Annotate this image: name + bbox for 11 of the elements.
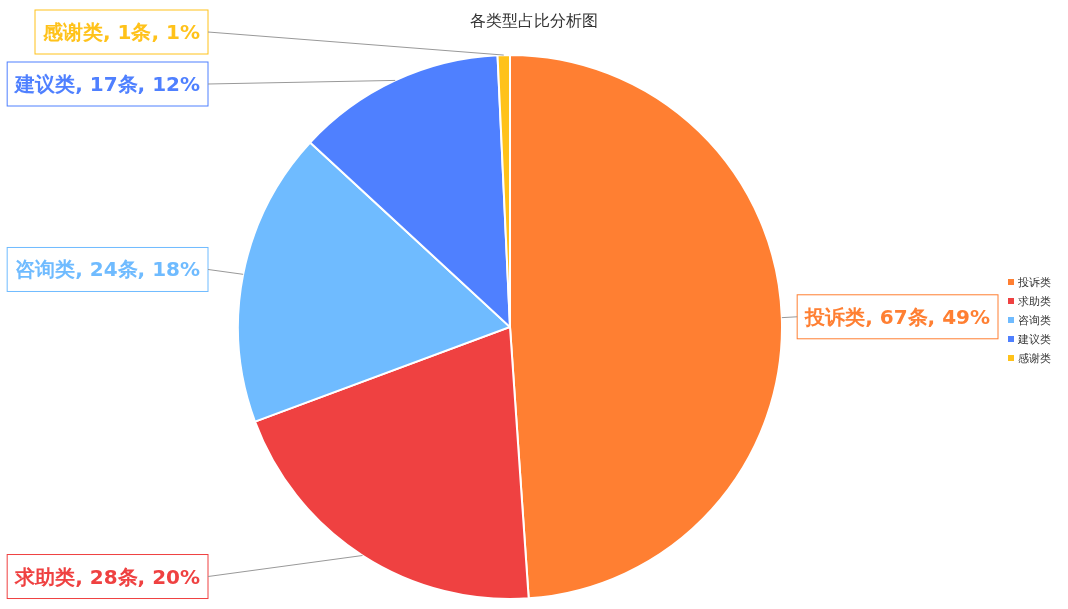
chart-title: 各类型占比分析图 (470, 11, 598, 30)
legend-label: 建议类 (1017, 333, 1051, 346)
data-label: 感谢类, 1条, 1% (42, 20, 200, 44)
data-label: 投诉类, 67条, 49% (804, 304, 990, 329)
legend-label: 投诉类 (1017, 276, 1051, 289)
legend-label: 感谢类 (1018, 352, 1051, 365)
legend-label: 求助类 (1018, 295, 1051, 308)
data-label: 建议类, 17条, 12% (13, 72, 200, 96)
legend-label: 咨询类 (1018, 314, 1051, 327)
data-label: 求助类, 28条, 20% (14, 564, 200, 589)
data-label: 咨询类, 24条, 18% (15, 257, 200, 282)
